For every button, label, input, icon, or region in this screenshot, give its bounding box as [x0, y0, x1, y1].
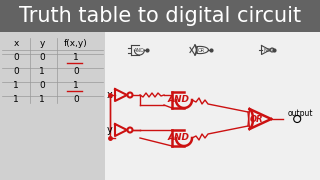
Bar	[105, 32, 320, 180]
Text: 1: 1	[39, 66, 45, 75]
Text: NOT: NOT	[264, 48, 274, 53]
Text: Truth table to digital circuit: Truth table to digital circuit	[19, 6, 301, 26]
Text: 0: 0	[73, 66, 79, 75]
Text: 1: 1	[73, 80, 79, 89]
Text: f(x,y): f(x,y)	[64, 39, 88, 48]
Text: 1: 1	[39, 94, 45, 103]
Text: y: y	[107, 125, 113, 135]
Text: 0: 0	[39, 53, 45, 62]
Text: x: x	[107, 90, 113, 100]
Text: 0: 0	[39, 80, 45, 89]
Text: AND: AND	[168, 134, 190, 143]
Text: 1: 1	[13, 94, 19, 103]
Text: y: y	[39, 39, 45, 48]
Text: OR: OR	[197, 48, 204, 53]
Text: 1: 1	[13, 80, 19, 89]
Text: AND: AND	[168, 96, 190, 105]
Text: 0: 0	[73, 94, 79, 103]
Text: AND: AND	[133, 48, 144, 53]
Bar	[0, 32, 105, 180]
Text: x: x	[13, 39, 19, 48]
Text: OR: OR	[250, 116, 264, 125]
Text: 0: 0	[13, 53, 19, 62]
Text: 1: 1	[73, 53, 79, 62]
Text: output: output	[287, 109, 313, 118]
Bar	[0, 0, 320, 32]
Text: 0: 0	[13, 66, 19, 75]
